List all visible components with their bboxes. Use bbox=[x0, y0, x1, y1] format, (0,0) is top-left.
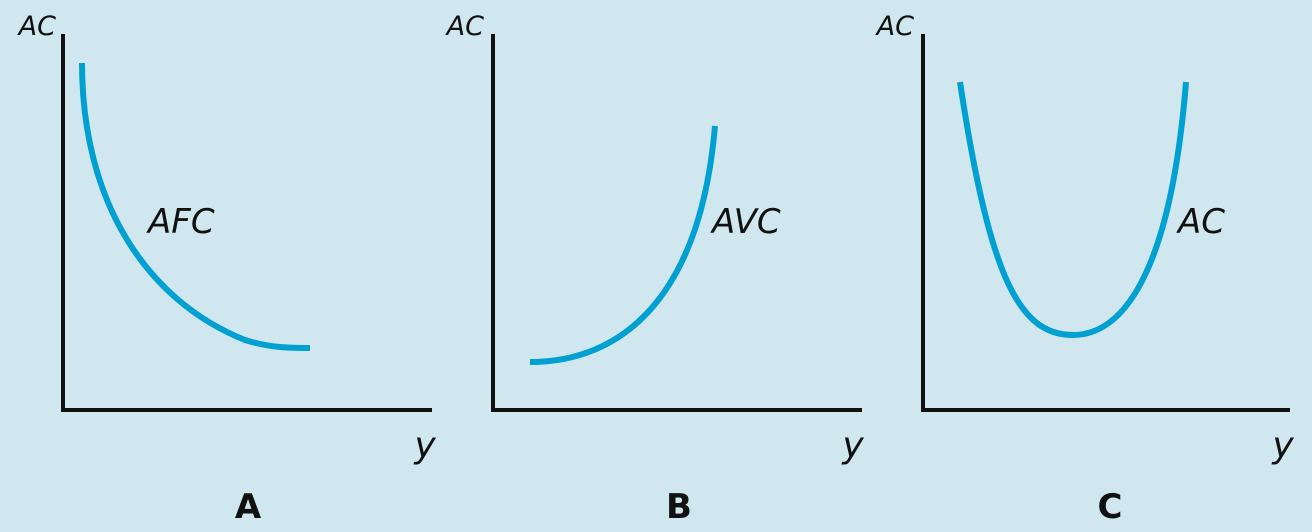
panel-a-xlabel: y bbox=[413, 425, 436, 466]
panel-b-axes bbox=[491, 34, 862, 412]
panel-c-xlabel: y bbox=[1271, 425, 1294, 466]
panel-a-panel-label: A bbox=[235, 487, 262, 527]
panel-a: AC y AFC A bbox=[17, 11, 437, 527]
panel-c: AC y AC C bbox=[875, 11, 1295, 527]
panel-c-series-ac-curve bbox=[957, 81, 1189, 338]
panel-c-ylabel: AC bbox=[875, 11, 914, 42]
panel-c-panel-label: C bbox=[1098, 487, 1123, 527]
panel-b-series-avc-label: AVC bbox=[710, 202, 781, 242]
panel-b-ylabel: AC bbox=[445, 11, 484, 42]
panel-a-series-afc-curve bbox=[79, 62, 311, 351]
panel-b-xlabel: y bbox=[841, 425, 864, 466]
panel-c-axes bbox=[921, 34, 1290, 412]
panel-b-panel-label: B bbox=[666, 487, 692, 527]
panel-a-series-afc-label: AFC bbox=[146, 202, 215, 242]
panel-b-series-avc-curve bbox=[529, 125, 718, 365]
panel-a-ylabel: AC bbox=[17, 11, 56, 42]
panel-b: AC y AVC B bbox=[445, 11, 865, 527]
panel-a-axes bbox=[61, 34, 432, 412]
panel-c-series-ac-label: AC bbox=[1176, 202, 1225, 242]
